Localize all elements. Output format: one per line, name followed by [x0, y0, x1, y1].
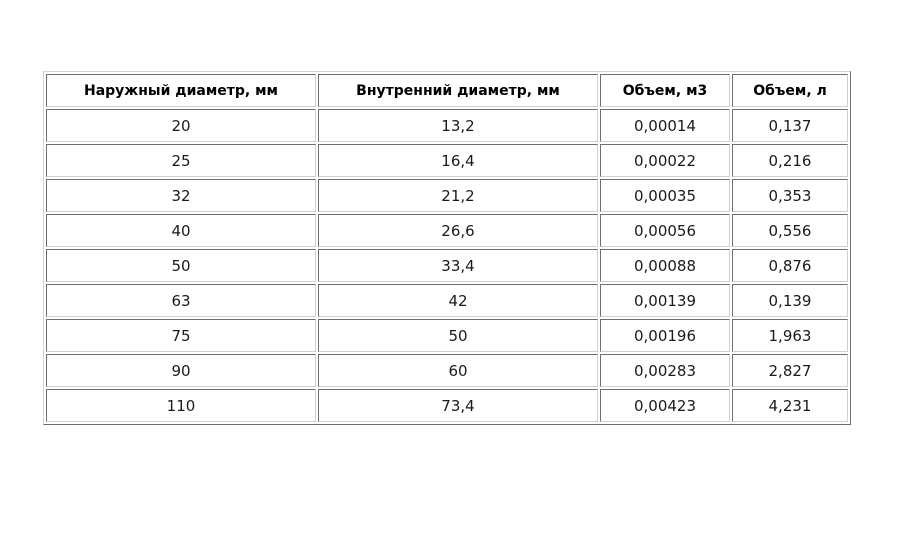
cell-volume-m3: 0,00014 [600, 109, 730, 142]
table-row: 50 33,4 0,00088 0,876 [46, 249, 848, 282]
table-row: 75 50 0,00196 1,963 [46, 319, 848, 352]
table-row: 20 13,2 0,00014 0,137 [46, 109, 848, 142]
cell-volume-l: 4,231 [732, 389, 848, 422]
table-row: 90 60 0,00283 2,827 [46, 354, 848, 387]
cell-inner-diameter: 13,2 [318, 109, 598, 142]
cell-volume-l: 1,963 [732, 319, 848, 352]
cell-outer-diameter: 32 [46, 179, 316, 212]
table-row: 63 42 0,00139 0,139 [46, 284, 848, 317]
cell-outer-diameter: 75 [46, 319, 316, 352]
cell-volume-m3: 0,00088 [600, 249, 730, 282]
cell-volume-l: 0,216 [732, 144, 848, 177]
cell-inner-diameter: 60 [318, 354, 598, 387]
cell-volume-m3: 0,00196 [600, 319, 730, 352]
table-row: 32 21,2 0,00035 0,353 [46, 179, 848, 212]
header-row: Наружный диаметр, мм Внутренний диаметр,… [46, 74, 848, 107]
header-volume-m3: Объем, м3 [600, 74, 730, 107]
table-row: 40 26,6 0,00056 0,556 [46, 214, 848, 247]
header-outer-diameter: Наружный диаметр, мм [46, 74, 316, 107]
cell-outer-diameter: 110 [46, 389, 316, 422]
cell-outer-diameter: 90 [46, 354, 316, 387]
cell-volume-l: 0,876 [732, 249, 848, 282]
cell-inner-diameter: 50 [318, 319, 598, 352]
header-volume-l: Объем, л [732, 74, 848, 107]
cell-volume-l: 0,137 [732, 109, 848, 142]
cell-volume-m3: 0,00423 [600, 389, 730, 422]
cell-volume-m3: 0,00035 [600, 179, 730, 212]
cell-inner-diameter: 26,6 [318, 214, 598, 247]
cell-volume-l: 0,556 [732, 214, 848, 247]
cell-outer-diameter: 40 [46, 214, 316, 247]
cell-volume-m3: 0,00022 [600, 144, 730, 177]
cell-inner-diameter: 33,4 [318, 249, 598, 282]
cell-outer-diameter: 50 [46, 249, 316, 282]
cell-volume-l: 0,353 [732, 179, 848, 212]
data-table-container: Наружный диаметр, мм Внутренний диаметр,… [43, 71, 851, 425]
cell-outer-diameter: 25 [46, 144, 316, 177]
pipe-volume-table: Наружный диаметр, мм Внутренний диаметр,… [43, 71, 851, 425]
cell-inner-diameter: 16,4 [318, 144, 598, 177]
table-row: 25 16,4 0,00022 0,216 [46, 144, 848, 177]
cell-outer-diameter: 63 [46, 284, 316, 317]
cell-inner-diameter: 42 [318, 284, 598, 317]
cell-volume-l: 2,827 [732, 354, 848, 387]
cell-volume-m3: 0,00283 [600, 354, 730, 387]
cell-volume-m3: 0,00056 [600, 214, 730, 247]
table-row: 110 73,4 0,00423 4,231 [46, 389, 848, 422]
cell-volume-l: 0,139 [732, 284, 848, 317]
cell-volume-m3: 0,00139 [600, 284, 730, 317]
header-inner-diameter: Внутренний диаметр, мм [318, 74, 598, 107]
cell-inner-diameter: 73,4 [318, 389, 598, 422]
cell-inner-diameter: 21,2 [318, 179, 598, 212]
cell-outer-diameter: 20 [46, 109, 316, 142]
